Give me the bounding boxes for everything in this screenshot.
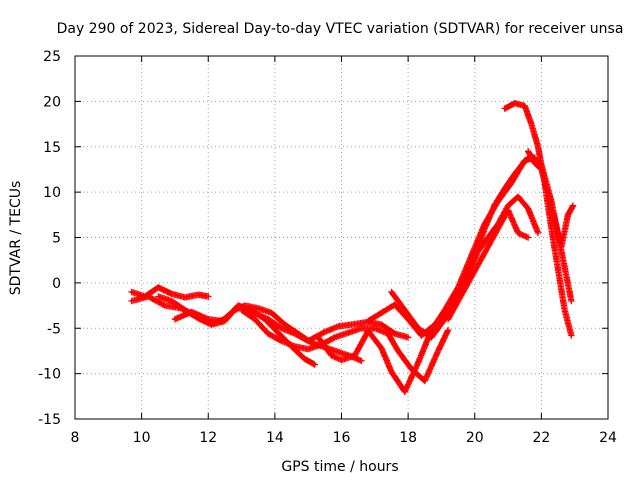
grid-lines (75, 56, 608, 419)
y-tick-label: -5 (47, 321, 61, 337)
y-tick-label: 0 (52, 276, 61, 292)
x-tick-label: 24 (599, 430, 617, 446)
series-markers (524, 148, 577, 250)
x-tick-label: 14 (266, 430, 284, 446)
x-axis-label: GPS time / hours (281, 459, 398, 475)
axis-ticks: 8 10 12 14 16 18 20 22 24 -15 -10 -5 0 5 10 15 20 25 (38, 49, 617, 446)
y-tick-label: 20 (43, 94, 61, 110)
x-tick-label: 18 (399, 430, 417, 446)
y-tick-label: -15 (38, 412, 61, 428)
series-track-k (524, 148, 577, 250)
x-tick-label: 16 (333, 430, 351, 446)
y-tick-label: 25 (43, 49, 61, 65)
series-markers (444, 207, 532, 323)
y-tick-label: 15 (43, 140, 61, 156)
x-tick-label: 12 (199, 430, 217, 446)
chart-title: Day 290 of 2023, Sidereal Day-to-day VTE… (57, 21, 624, 37)
x-tick-label: 8 (71, 430, 80, 446)
x-tick-label: 10 (133, 430, 151, 446)
series-track-i (444, 207, 532, 323)
data-series (128, 100, 577, 395)
y-tick-label: 10 (43, 185, 61, 201)
x-tick-label: 20 (466, 430, 484, 446)
y-axis-label: SDTVAR / TECUs (8, 181, 24, 296)
y-tick-label: -10 (38, 367, 61, 383)
y-tick-label: 5 (52, 231, 61, 247)
x-tick-label: 22 (532, 430, 550, 446)
